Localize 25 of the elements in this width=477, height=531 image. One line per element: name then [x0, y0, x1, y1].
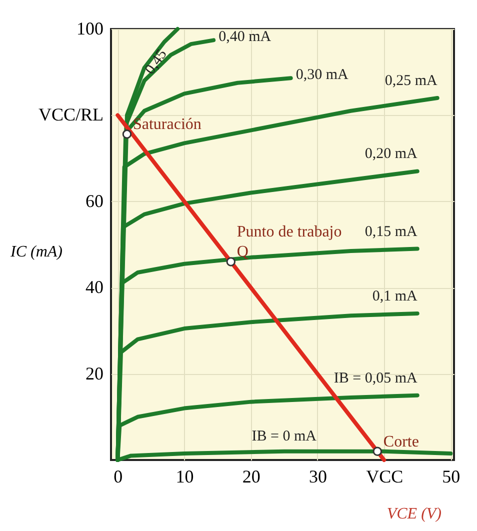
x-tick-label: VCC	[366, 466, 404, 486]
series-label: 0,40 mA	[218, 29, 272, 46]
x-tick-label: 20	[242, 466, 260, 486]
x-tick-label: 30	[308, 466, 327, 486]
annotation: Saturación	[132, 116, 202, 134]
y-tick-label: 100	[76, 18, 104, 38]
y-tick-label: 20	[86, 363, 104, 384]
text: 0,45	[142, 46, 170, 78]
annotation: Punto de trabajo	[236, 224, 342, 241]
series-label: 0,25 mA	[384, 72, 438, 89]
y-axis-title: IC (mA)	[10, 244, 62, 260]
series-label: IB = 0,05 mA	[334, 370, 418, 386]
series-label: 0,1 mA	[372, 288, 418, 304]
x-tick-label: 50	[442, 466, 460, 486]
y-tick-label: 60	[86, 190, 104, 211]
y-tick-label: 40	[86, 277, 104, 298]
x-tick-label: 10	[176, 466, 194, 486]
series-label: IB = 0 mA	[252, 428, 317, 444]
series-label: 0,20 mA	[364, 146, 418, 162]
x-axis-title: VCE (V)	[386, 506, 442, 522]
y-tick-label: VCC/RL	[38, 104, 104, 125]
annotation: Corte	[383, 433, 419, 450]
series-label: 0,15 mA	[364, 224, 418, 240]
x-tick-label: 0	[114, 466, 123, 486]
series-label: 0,30 mA	[296, 67, 348, 84]
